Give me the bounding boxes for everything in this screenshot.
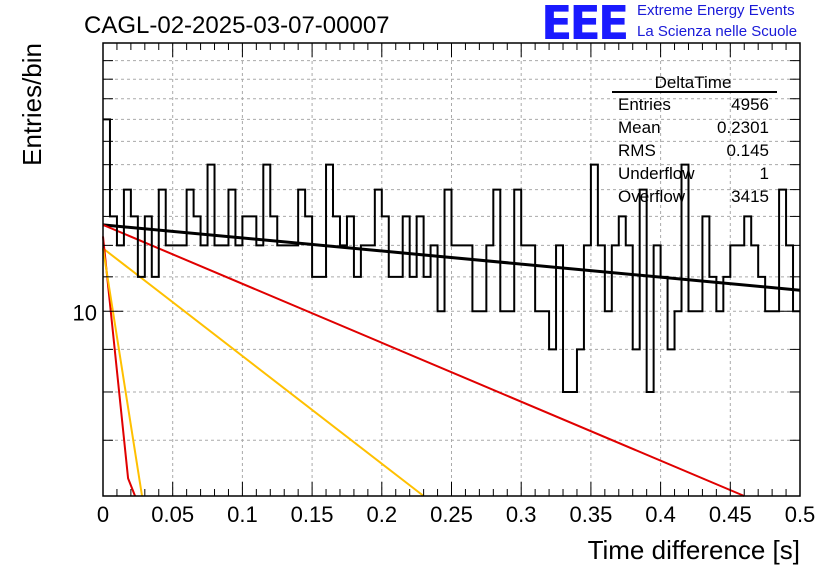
y-tick-labels: 10 bbox=[73, 300, 97, 325]
x-tick-label: 0.45 bbox=[709, 502, 752, 527]
stats-title: DeltaTime bbox=[655, 73, 732, 92]
histogram bbox=[103, 118, 800, 393]
chart-title: CAGL-02-2025-03-07-00007 bbox=[84, 12, 390, 39]
stats-row-value: 4956 bbox=[731, 95, 769, 114]
x-tick-label: 0.5 bbox=[785, 502, 816, 527]
x-tick-label: 0.35 bbox=[569, 502, 612, 527]
stats-box: DeltaTime Entries 4956 Mean 0.2301 RMS 0.145 U… bbox=[612, 73, 777, 206]
eee-logo: EEE bbox=[541, 0, 629, 50]
logo-line-2: La Scienza nelle Scuole bbox=[637, 23, 798, 40]
fit-line bbox=[102, 223, 801, 292]
orange-line-1 bbox=[102, 247, 425, 497]
axis-ticks bbox=[102, 43, 801, 496]
x-tick-label: 0.4 bbox=[645, 502, 676, 527]
orange-line-2 bbox=[102, 248, 144, 497]
stats-row-label: Entries bbox=[618, 95, 671, 114]
x-tick-label: 0.15 bbox=[291, 502, 334, 527]
stats-row-value: 1 bbox=[760, 164, 769, 183]
logo-line-1: Extreme Energy Events bbox=[637, 2, 795, 19]
x-axis-label: Time difference [s] bbox=[588, 535, 800, 565]
y-axis-label: Entries/bin bbox=[17, 43, 47, 166]
histogram-outline bbox=[103, 118, 800, 393]
x-tick-label: 0.05 bbox=[151, 502, 194, 527]
stats-row-value: 3415 bbox=[731, 187, 769, 206]
x-tick-labels: 0 0.05 0.1 0.15 0.2 0.25 0.3 0.35 0.4 0.45 0.5 bbox=[97, 502, 815, 527]
stats-row-label: Underflow bbox=[618, 164, 695, 183]
x-tick-label: 0.2 bbox=[367, 502, 398, 527]
stats-row-value: 0.145 bbox=[726, 141, 769, 160]
x-tick-label: 0 bbox=[97, 502, 109, 527]
x-tick-label: 0.1 bbox=[227, 502, 258, 527]
stats-row-value: 0.2301 bbox=[717, 118, 769, 137]
x-tick-label: 0.3 bbox=[506, 502, 537, 527]
chart-curves bbox=[102, 223, 801, 497]
red-line-2 bbox=[102, 236, 136, 497]
stats-row-label: RMS bbox=[618, 141, 656, 160]
stats-rows: Entries 4956 Mean 0.2301 RMS 0.145 Underflow 1 O… bbox=[618, 95, 769, 206]
stats-row-label: Mean bbox=[618, 118, 661, 137]
x-tick-label: 0.25 bbox=[430, 502, 473, 527]
red-line-1 bbox=[102, 223, 745, 497]
y-tick-label: 10 bbox=[73, 300, 97, 325]
stats-row-label: Overflow bbox=[618, 187, 686, 206]
